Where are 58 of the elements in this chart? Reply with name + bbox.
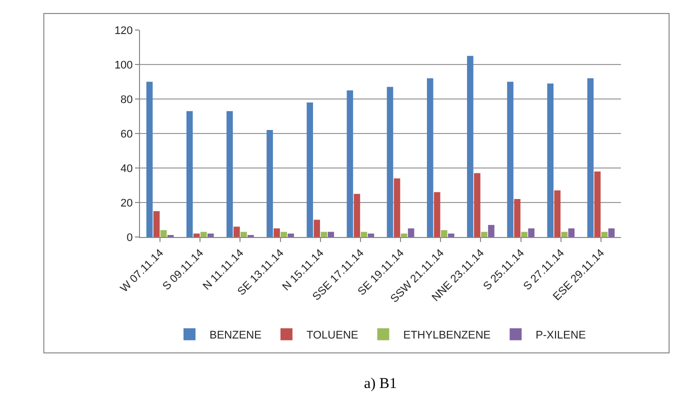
bar [467,56,474,237]
bar [448,234,454,237]
bar [408,228,414,237]
y-tick-label: 100 [114,59,133,72]
bar [186,111,193,237]
bar [193,234,200,237]
bar [488,224,494,237]
bar [521,232,528,237]
bar [200,232,207,237]
legend-label: P-XILENE [536,330,586,342]
bar [226,111,233,237]
bar [288,234,294,237]
text: a) B1 [364,376,397,392]
y-tick-label: 60 [120,128,133,140]
bar [266,130,273,237]
bar [328,232,334,237]
bar [234,226,240,237]
bar [528,228,534,237]
bar [360,232,368,237]
legend-label: TOLUENE [306,330,358,342]
bar [314,220,320,237]
bar [608,228,615,237]
bar [346,90,354,237]
bar [274,228,280,237]
y-tick-label: 20 [120,197,133,210]
y-tick-label: 40 [120,162,133,175]
bar [280,232,287,237]
bar [474,173,480,237]
bar [554,190,561,237]
bar [587,78,594,237]
bar [601,232,608,237]
legend-label: ETHYLBENZENE [403,330,491,342]
bar [434,192,440,237]
y-tick-label: 0 [126,232,133,244]
bar [400,234,408,237]
bar [160,230,167,237]
bar [547,83,554,237]
bar [440,230,448,237]
bar [354,194,360,237]
bar [368,234,374,237]
bar [240,232,247,237]
bar [207,234,214,237]
bar [561,232,568,237]
bar [386,86,394,237]
bar [594,171,601,237]
y-tick-label: 120 [114,24,133,37]
bar [481,232,488,237]
bar [153,211,160,237]
bar [320,232,328,237]
bar [394,178,400,237]
bar [306,102,314,237]
legend-label: BENZENE [210,330,262,342]
bar [146,82,153,237]
bar [514,199,520,237]
bar [426,78,434,237]
bar [507,82,514,237]
bar [568,228,575,237]
y-tick-label: 80 [120,94,133,106]
